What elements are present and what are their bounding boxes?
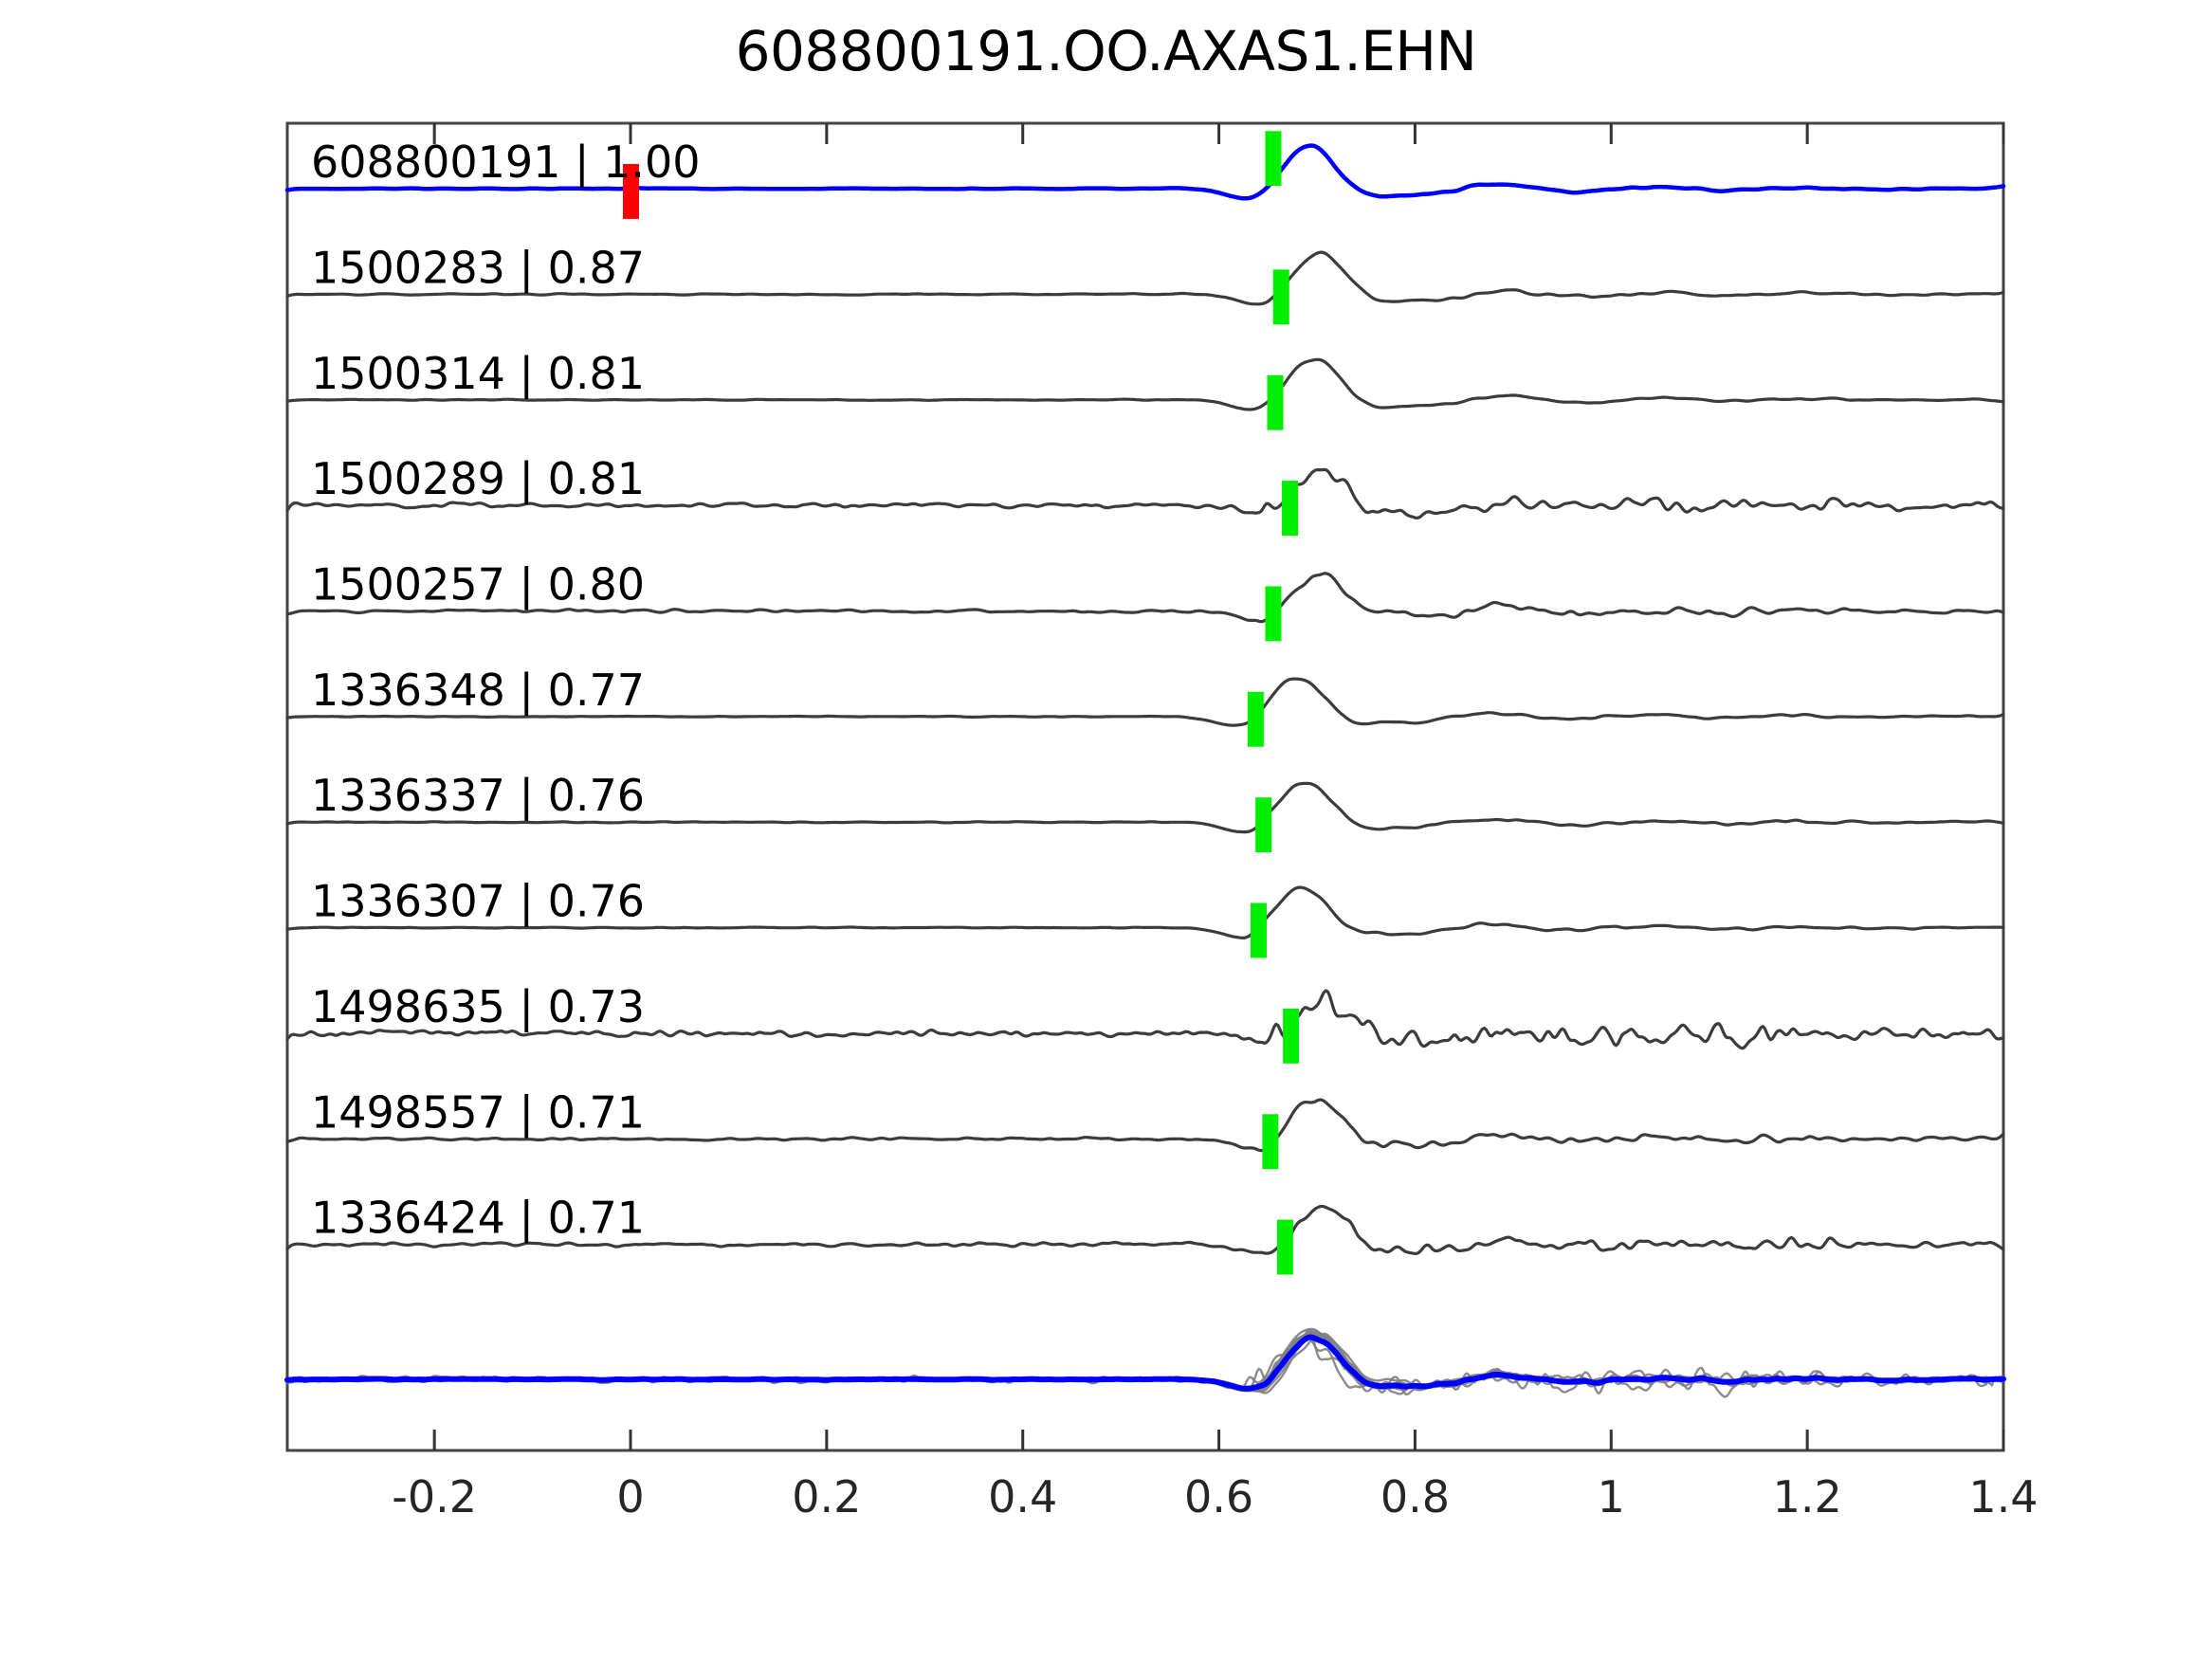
- detection-waveform-trace: [285, 885, 2005, 939]
- axes-layer: [285, 121, 2005, 1452]
- trace-label: 1500283 | 0.87: [311, 242, 645, 294]
- stack-overlay-trace: [285, 1328, 2005, 1398]
- detection-pick-marker: [1262, 1114, 1279, 1170]
- trace-label: 1500314 | 0.81: [311, 348, 645, 400]
- detection-waveform-trace: [285, 1098, 2005, 1153]
- x-axis-tick-label: 0.6: [1184, 1471, 1253, 1522]
- detection-waveform-trace: [285, 781, 2005, 834]
- detection-pick-marker: [1265, 586, 1282, 642]
- detection-pick-marker: [1283, 1008, 1300, 1064]
- detection-pick-marker: [1255, 797, 1272, 853]
- x-axis-tick-labels: -0.2 0 0.2 0.4 0.6 0.8 1 1.2 1.4: [392, 1471, 2038, 1522]
- x-axis-tick-label: 0.4: [988, 1471, 1057, 1522]
- x-axis-tick-label: 1.4: [1968, 1471, 2038, 1522]
- trace-label: 1336348 | 0.77: [311, 665, 645, 717]
- trace-label: 608800191 | 1.00: [311, 137, 701, 189]
- detection-pick-marker: [1247, 691, 1264, 747]
- detection-pick-marker: [1282, 481, 1299, 536]
- detection-waveform-trace: [285, 467, 2005, 520]
- stack-panel: [284, 1327, 2006, 1398]
- pick-markers-layer: [623, 131, 1300, 1275]
- detection-waveform-trace: [285, 1204, 2005, 1255]
- template-pick-marker: [623, 163, 639, 219]
- trace-labels-layer: 608800191 | 1.00 1500283 | 0.87 1500314 | …: [311, 137, 701, 1245]
- traces-layer: [284, 143, 2006, 1255]
- trace-label: 1336337 | 0.76: [311, 770, 645, 822]
- detection-pick-marker: [1267, 374, 1284, 430]
- trace-label: 1500257 | 0.80: [311, 559, 645, 611]
- detection-pick-marker: [1250, 902, 1267, 958]
- template-waveform-trace: [284, 143, 2006, 201]
- trace-label: 1336307 | 0.76: [311, 876, 645, 928]
- trace-label: 1498635 | 0.73: [311, 981, 645, 1033]
- detection-waveform-trace: [285, 989, 2005, 1050]
- detection-pick-marker: [1265, 131, 1282, 187]
- stack-overlay-trace: [285, 1336, 2005, 1395]
- page-title: 608800191.OO.AXAS1.EHN: [735, 19, 1477, 83]
- detection-waveform-trace: [285, 572, 2005, 624]
- x-axis-tick-label: 1.2: [1773, 1471, 1842, 1522]
- detection-pick-marker: [1272, 269, 1289, 325]
- trace-label: 1500289 | 0.81: [311, 453, 645, 505]
- trace-label: 1336424 | 0.71: [311, 1193, 645, 1245]
- x-axis-tick-label: 0.2: [792, 1471, 861, 1522]
- stack-mean-trace: [284, 1334, 2006, 1392]
- x-axis-tick-label: 1: [1598, 1471, 1625, 1522]
- detection-pick-marker: [1276, 1219, 1293, 1275]
- x-axis-tick-label: 0: [616, 1471, 644, 1522]
- x-axis-tick-label: -0.2: [392, 1471, 477, 1522]
- detection-waveform-trace: [285, 677, 2005, 727]
- x-axis-tick-label: 0.8: [1380, 1471, 1450, 1522]
- detection-waveform-trace: [285, 250, 2005, 306]
- stack-overlay-trace: [285, 1332, 2005, 1395]
- detection-waveform-trace: [285, 357, 2005, 411]
- trace-label: 1498557 | 0.71: [311, 1086, 645, 1139]
